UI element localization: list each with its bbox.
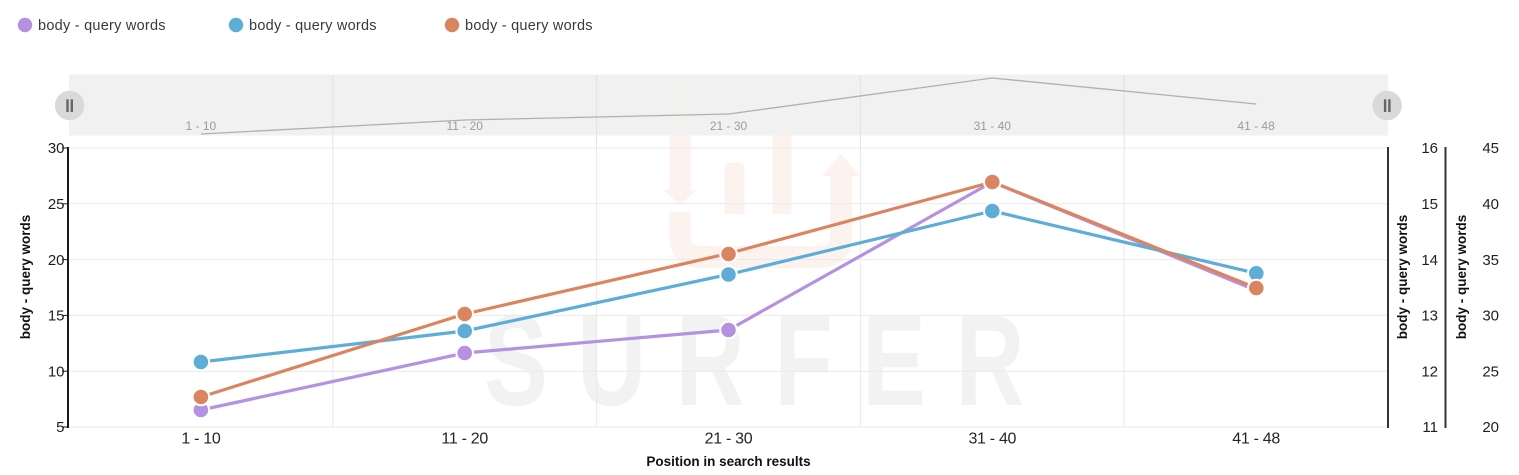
svg-text:20: 20 — [1482, 419, 1499, 436]
svg-text:12: 12 — [1421, 363, 1438, 380]
svg-text:30: 30 — [1482, 308, 1499, 325]
svg-text:body - query words: body - query words — [18, 215, 33, 340]
svg-text:21 - 30: 21 - 30 — [705, 431, 753, 448]
svg-text:10: 10 — [48, 363, 65, 380]
svg-text:body - query words: body - query words — [1454, 215, 1469, 340]
svg-text:25: 25 — [1482, 363, 1499, 380]
svg-text:25: 25 — [48, 196, 65, 213]
svg-text:body - query words: body - query words — [249, 18, 377, 34]
svg-text:16: 16 — [1421, 140, 1438, 157]
svg-text:body - query words: body - query words — [38, 18, 166, 34]
svg-text:15: 15 — [48, 308, 65, 325]
svg-text:40: 40 — [1482, 196, 1499, 213]
svg-text:13: 13 — [1421, 308, 1438, 325]
svg-text:31 - 40: 31 - 40 — [968, 431, 1016, 448]
svg-text:11 - 20: 11 - 20 — [441, 431, 488, 448]
svg-text:31 - 40: 31 - 40 — [974, 119, 1012, 133]
svg-text:1 - 10: 1 - 10 — [181, 431, 221, 448]
svg-text:41 - 48: 41 - 48 — [1232, 431, 1280, 448]
svg-text:Position in search results: Position in search results — [646, 454, 810, 469]
svg-text:1 - 10: 1 - 10 — [186, 119, 217, 133]
svg-text:14: 14 — [1421, 252, 1438, 269]
svg-text:body - query words: body - query words — [465, 18, 593, 34]
svg-text:15: 15 — [1421, 196, 1438, 213]
svg-text:21 - 30: 21 - 30 — [710, 119, 748, 133]
svg-text:35: 35 — [1482, 252, 1499, 269]
svg-text:30: 30 — [48, 140, 65, 157]
svg-text:5: 5 — [56, 419, 64, 436]
svg-text:body - query words: body - query words — [1395, 215, 1410, 340]
svg-text:11 - 20: 11 - 20 — [446, 119, 483, 133]
svg-text:41 - 48: 41 - 48 — [1237, 119, 1275, 133]
svg-text:11: 11 — [1422, 419, 1438, 436]
svg-text:20: 20 — [48, 252, 65, 269]
svg-text:SURFER: SURFER — [484, 289, 1054, 433]
svg-text:45: 45 — [1482, 140, 1499, 157]
